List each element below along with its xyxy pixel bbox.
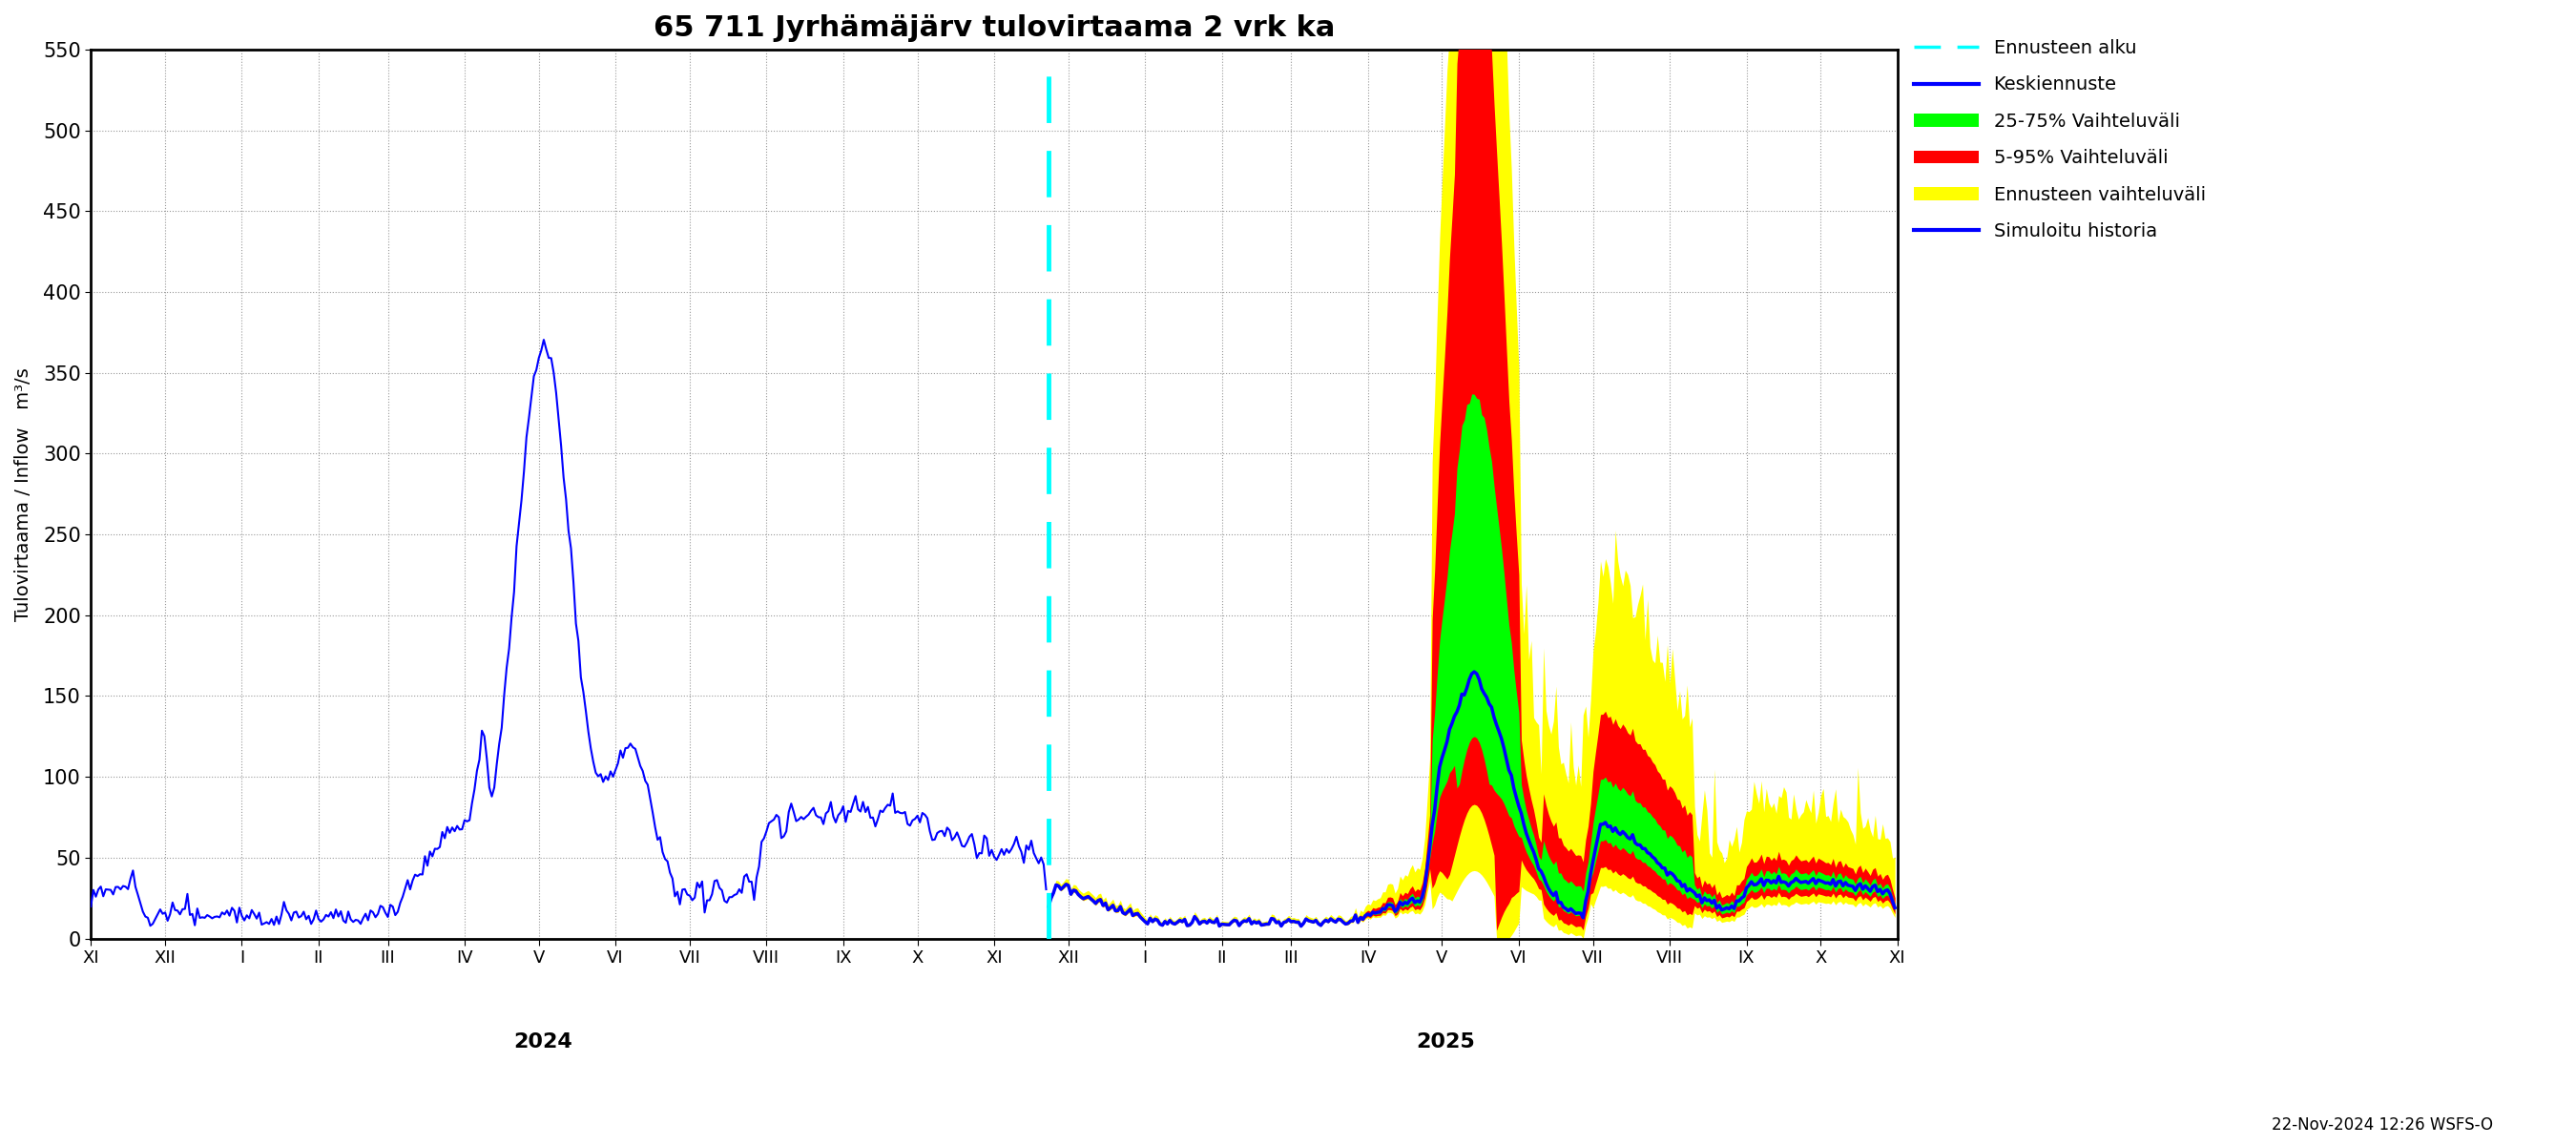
Text: 22-Nov-2024 12:26 WSFS-O: 22-Nov-2024 12:26 WSFS-O — [2272, 1116, 2494, 1134]
Title: 65 711 Jyrhämäjärv tulovirtaama 2 vrk ka: 65 711 Jyrhämäjärv tulovirtaama 2 vrk ka — [654, 14, 1334, 42]
Text: 2025: 2025 — [1417, 1033, 1476, 1051]
Legend: Ennusteen alku, Keskiennuste, 25-75% Vaihteluväli, 5-95% Vaihteluväli, Ennusteen: Ennusteen alku, Keskiennuste, 25-75% Vai… — [1906, 32, 2213, 248]
Text: 2024: 2024 — [513, 1033, 572, 1051]
Y-axis label: Tulovirtaama / Inflow   m³/s: Tulovirtaama / Inflow m³/s — [15, 368, 33, 621]
